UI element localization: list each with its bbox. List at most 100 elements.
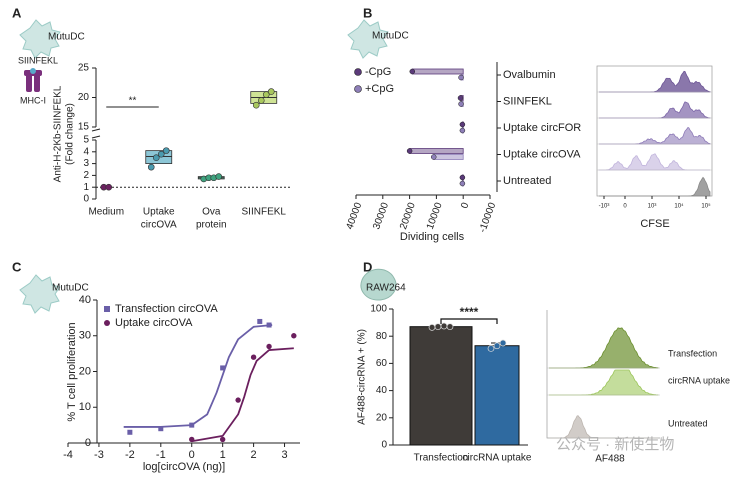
x-tick-label: 2	[251, 449, 257, 461]
legend-label: +CpG	[365, 83, 394, 95]
x-tick-label: 40000	[344, 201, 364, 231]
data-point	[266, 322, 272, 328]
y-tick-label: 60	[376, 358, 388, 369]
x-tick-label: 0	[189, 449, 195, 461]
histogram	[599, 153, 710, 171]
legend-marker	[104, 306, 110, 312]
bar-end	[457, 95, 464, 101]
x-axis-label: AF488	[595, 454, 625, 465]
x-tick-label: Uptake	[143, 207, 175, 218]
y-tick-label: 10	[79, 401, 91, 413]
data-point	[257, 318, 263, 324]
x-tick-label: protein	[196, 220, 227, 231]
bar	[433, 154, 464, 160]
data-point	[127, 429, 133, 435]
x-tick-label: -10000	[477, 201, 498, 234]
histogram	[599, 126, 711, 145]
data-point	[162, 147, 170, 154]
axis-break	[91, 135, 101, 139]
x-tick-label: 1	[220, 449, 226, 461]
data-point	[440, 322, 448, 330]
bar-end	[459, 127, 466, 134]
x-tick-label: 0	[459, 201, 471, 210]
data-point	[262, 91, 270, 98]
y-tick-label: 0	[381, 440, 387, 451]
y-axis-label: % T cell proliferation	[66, 322, 78, 421]
y-tick-label: 20	[78, 92, 90, 103]
x-tick-label: 30000	[371, 201, 391, 231]
data-point	[158, 426, 164, 432]
data-point	[235, 397, 241, 403]
cell-label: MutuDC	[48, 32, 85, 43]
histogram	[549, 415, 658, 439]
x-tick-label: circRNA uptake	[463, 453, 532, 464]
x-tick-label: Transfection	[414, 453, 469, 464]
significance-label: **	[129, 96, 137, 107]
cell-label: MutuDC	[52, 283, 89, 294]
x-tick-label: 10⁴	[674, 203, 684, 210]
histogram	[599, 176, 711, 197]
legend-label: Transfection circOVA	[115, 303, 218, 315]
bar-end	[459, 180, 466, 187]
data-point	[220, 365, 226, 371]
data-point	[105, 183, 113, 191]
data-point	[499, 339, 507, 347]
legend-marker	[354, 68, 362, 76]
icon-label: SIINFEKL	[18, 55, 58, 65]
x-tick-label: -3	[94, 449, 104, 461]
data-point	[250, 354, 257, 360]
data-point	[215, 173, 223, 180]
bar	[409, 148, 464, 154]
histogram	[549, 369, 659, 396]
data-point	[257, 97, 265, 104]
data-point	[152, 154, 160, 161]
data-point	[266, 343, 272, 350]
x-axis-label: log[circOVA (ng)]	[143, 461, 225, 473]
y-tick-label: 80	[376, 331, 388, 342]
x-axis-label: Dividing cells	[400, 231, 465, 243]
data-point	[219, 436, 226, 443]
watermark: 公众号 · 新使生物	[556, 436, 674, 453]
legend-label: -CpG	[365, 66, 391, 78]
data-point	[267, 88, 275, 95]
y-tick-label: 30	[79, 330, 91, 342]
significance-label: ****	[460, 305, 479, 319]
y-tick-label: Ovalbumin	[503, 69, 556, 81]
legend-marker	[354, 85, 362, 93]
fit-curve	[191, 347, 294, 443]
flow-frame	[546, 310, 660, 439]
bar-end	[409, 68, 416, 75]
x-tick-label: 20000	[398, 201, 418, 231]
x-tick-label: -10³	[599, 204, 610, 210]
y-tick-label: Uptake circFOR	[503, 122, 581, 134]
y-tick-label: 0	[85, 437, 91, 449]
x-tick-label: 10⁵	[701, 203, 711, 210]
data-point	[157, 150, 165, 158]
x-tick-label: 10³	[648, 204, 657, 210]
cell-icon	[19, 19, 389, 314]
x-tick-label: -1	[156, 449, 166, 461]
bar-end	[430, 154, 437, 160]
y-axis-label: AF488-circRNA + (%)	[357, 329, 368, 425]
x-tick-label: Medium	[88, 207, 124, 218]
panel-label: D	[363, 259, 372, 274]
cell-icon	[360, 268, 397, 301]
bar-end	[459, 174, 466, 181]
flow-label: Transfection	[668, 348, 717, 358]
data-point	[252, 101, 260, 109]
histogram	[549, 327, 659, 369]
y-tick-label: SIINFEKL	[503, 95, 552, 107]
y-tick-label: 20	[79, 365, 91, 377]
y-tick-label: 25	[78, 63, 90, 74]
x-tick-label: circOVA	[141, 220, 177, 231]
cell-label: MutuDC	[372, 31, 409, 42]
y-tick-label: 2	[83, 170, 89, 181]
histogram	[599, 101, 711, 119]
y-tick-label: 5	[83, 135, 89, 146]
data-point	[434, 323, 442, 331]
legend-label: Uptake circOVA	[115, 317, 193, 329]
bar	[474, 345, 520, 446]
y-axis-label: Anti-H-2Kb-SIINFEKL	[53, 85, 64, 182]
bar-end	[458, 101, 464, 107]
